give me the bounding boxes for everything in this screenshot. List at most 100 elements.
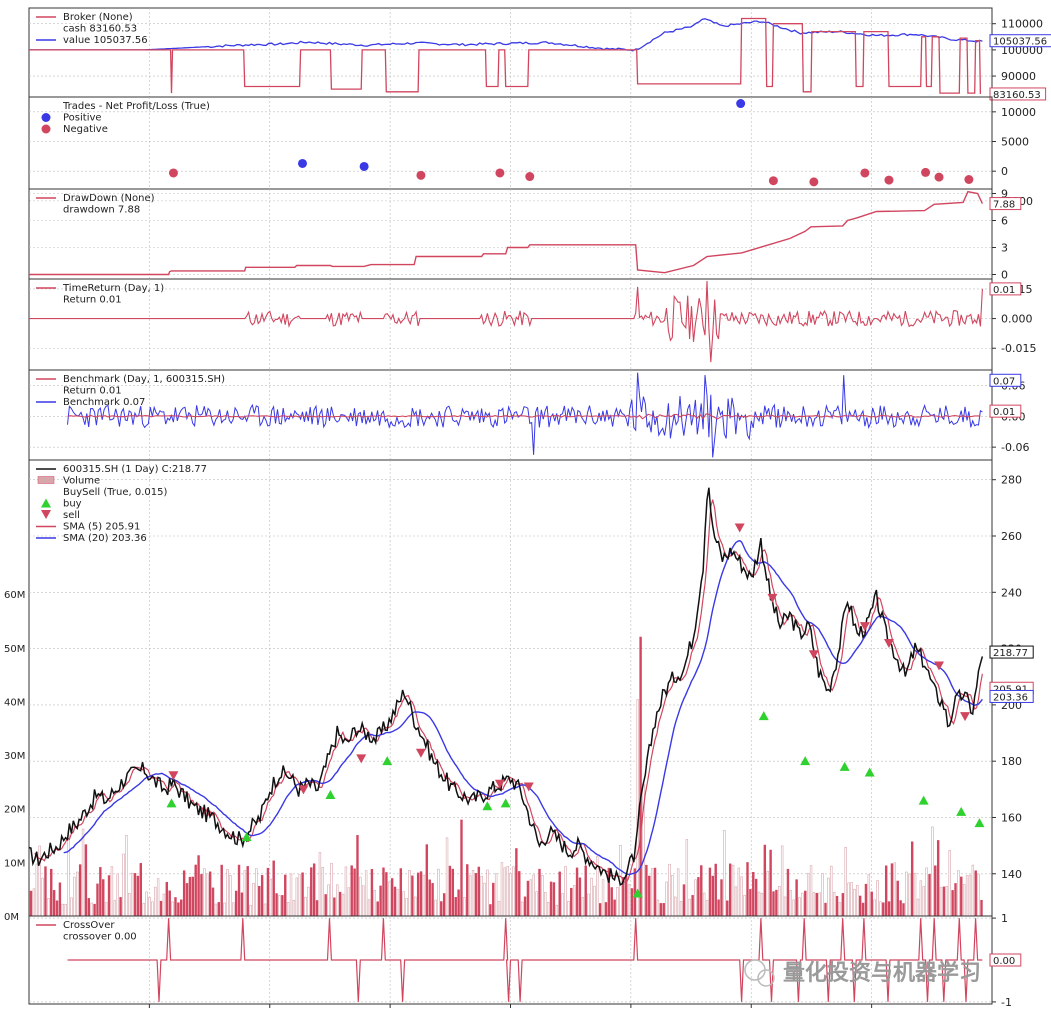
y-tick-label: 180: [1001, 755, 1022, 768]
volume-bar: [775, 889, 778, 917]
volume-bar: [546, 902, 550, 917]
volume-bar: [720, 879, 723, 917]
trade-negative-point: [168, 168, 178, 178]
volume-bar: [428, 879, 431, 917]
volume-bar: [535, 891, 538, 917]
volume-bar: [214, 903, 218, 917]
volume-bar: [951, 890, 954, 917]
buy-marker: [956, 806, 967, 816]
volume-bar: [324, 894, 327, 917]
volume-bar: [246, 866, 249, 917]
y-tick-label: 5000: [1001, 136, 1029, 149]
volume-bar: [685, 839, 689, 917]
buy-marker: [500, 798, 511, 808]
volume-bar: [376, 901, 379, 917]
volume-bar: [873, 899, 876, 917]
legend-label: Return 0.01: [63, 295, 122, 306]
volume-bar: [558, 871, 561, 917]
legend-label: Return 0.01: [63, 386, 122, 397]
last-value-box: [989, 404, 1022, 418]
volume-bar: [665, 881, 668, 917]
volume-bar: [925, 867, 928, 917]
volume-bar: [656, 899, 660, 917]
volume-bar: [893, 862, 897, 917]
volume-bar: [35, 863, 39, 917]
volume-bar: [593, 885, 596, 917]
volume-bar: [113, 900, 117, 917]
legend-label: sell: [63, 510, 80, 521]
volume-bar: [627, 884, 631, 917]
volume-bar: [252, 882, 255, 917]
volume-bar: [830, 865, 833, 917]
volume-bar: [237, 864, 241, 917]
legend-label: DrawDown (None): [63, 193, 155, 204]
sell-marker: [859, 622, 870, 632]
volume-bar: [474, 873, 478, 917]
volume-bar: [616, 887, 619, 917]
volume-bar: [870, 891, 873, 917]
volume-bar: [601, 879, 605, 917]
volume-bar: [512, 866, 515, 917]
volume-bar: [835, 895, 839, 917]
volume-bar: [73, 876, 76, 917]
volume-bar: [737, 867, 741, 917]
buy-marker: [325, 789, 336, 799]
volume-bar: [942, 886, 946, 917]
legend-label: Positive: [63, 113, 102, 124]
volume-bar: [861, 902, 865, 917]
volume-bar: [723, 829, 726, 917]
series-close: [28, 487, 984, 886]
volume-bar: [208, 871, 212, 917]
volume-bar: [749, 889, 752, 917]
volume-bar: [815, 892, 819, 917]
volume-bar: [431, 883, 434, 917]
volume-bar: [269, 878, 273, 917]
volume-bar: [405, 897, 408, 917]
y-tick-label: 240: [1001, 586, 1022, 599]
volume-bar: [50, 868, 53, 917]
volume-bar: [292, 899, 296, 917]
legend-label: Benchmark 0.07: [63, 397, 145, 408]
legend: TimeReturn (Day, 1)Return 0.01: [36, 283, 164, 306]
volume-bar: [610, 887, 613, 917]
legend-label: CrossOver: [63, 920, 115, 931]
volume-tick-label: 10M: [4, 858, 25, 869]
y-tick-label: -1: [1001, 996, 1012, 1009]
volume-bar: [234, 890, 238, 917]
series-return: [29, 280, 983, 363]
volume-bar: [561, 893, 564, 917]
legend: DrawDown (None)drawdown 7.88: [36, 193, 155, 216]
volume-bar: [867, 874, 871, 917]
volume-bar: [648, 875, 651, 917]
volume-bar: [856, 885, 859, 917]
legend-label: Volume: [63, 476, 100, 487]
legend-label: value 105037.56: [63, 35, 148, 46]
volume-bar: [740, 876, 743, 917]
sell-marker: [883, 638, 894, 648]
volume-bar: [304, 896, 307, 917]
legend-label: Benchmark (Day, 1, 600315.SH): [63, 374, 225, 385]
buy-marker: [974, 818, 985, 828]
volume-bar: [480, 875, 483, 917]
y-tick-label: 0.000: [1001, 313, 1033, 326]
y-tick-label: 140: [1001, 868, 1022, 881]
volume-bar: [76, 871, 79, 917]
volume-bar: [489, 904, 492, 917]
volume-bar: [162, 893, 166, 917]
volume-bar: [275, 893, 278, 917]
volume-bar: [798, 897, 801, 917]
last-value-label: 205.91: [993, 684, 1028, 695]
volume-bar: [919, 880, 923, 917]
volume-bar: [902, 903, 905, 917]
y-tick-label: 1: [1001, 912, 1008, 925]
volume-bar: [570, 887, 573, 917]
volume-bar: [191, 876, 195, 917]
volume-bar: [908, 873, 911, 917]
legend-label: TimeReturn (Day, 1): [62, 283, 164, 294]
volume-bar: [396, 889, 400, 917]
volume-bar: [700, 865, 703, 917]
volume-bar: [145, 891, 148, 917]
legend-dot: [41, 124, 51, 134]
legend: Trades - Net Profit/Loss (True)PositiveN…: [41, 101, 210, 135]
volume-bar: [41, 877, 44, 917]
